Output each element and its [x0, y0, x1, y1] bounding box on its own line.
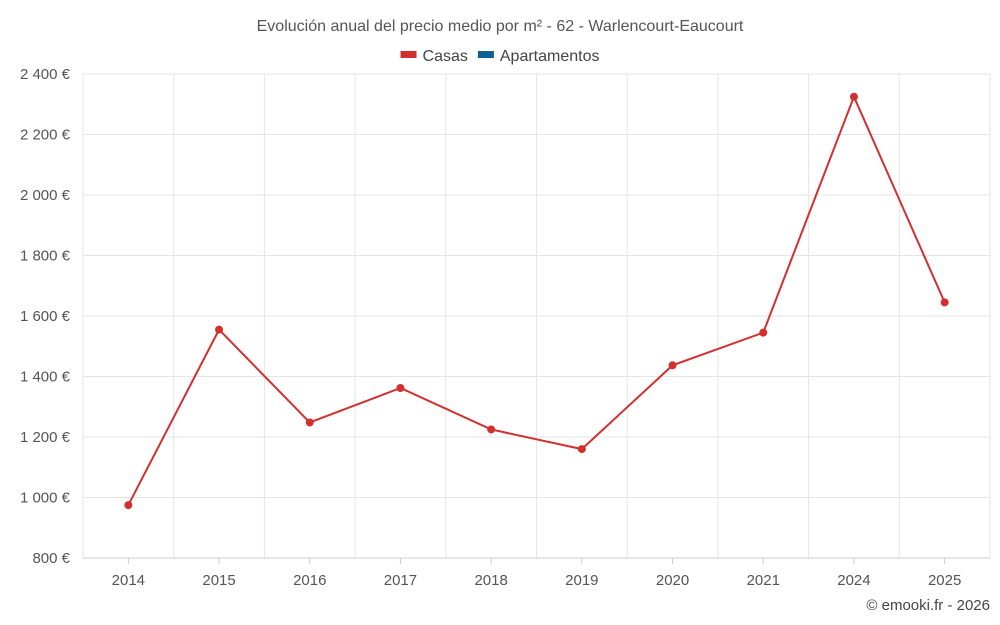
series-layer — [124, 92, 949, 510]
legend-item[interactable]: Casas — [400, 48, 468, 65]
x-axis: 2014 2015 2016 2017 2018 2019 2020 2021 2024 2025 — [112, 558, 961, 589]
data-point[interactable] — [487, 425, 496, 434]
y-tick-label: 1 800 € — [20, 248, 71, 265]
legend-swatch — [477, 51, 494, 58]
x-tick-label: 2020 — [656, 572, 689, 589]
y-tick-label: 1 400 € — [20, 369, 71, 386]
x-tick-label: 2015 — [202, 572, 235, 589]
y-tick-label: 2 200 € — [20, 127, 71, 144]
data-point[interactable] — [124, 501, 133, 510]
x-tick-label: 2018 — [474, 572, 507, 589]
chart-title: Evolución anual del precio medio por m² … — [257, 18, 744, 35]
y-tick-label: 800 € — [32, 550, 70, 567]
legend-item[interactable]: Apartamentos — [477, 48, 600, 65]
legend: Casas Apartamentos — [400, 48, 600, 65]
x-tick-label: 2019 — [565, 572, 598, 589]
y-axis: 800 € 1 000 € 1 200 € 1 400 € 1 600 € 1 800 €… — [20, 66, 71, 567]
data-point[interactable] — [577, 445, 586, 454]
y-tick-label: 1 200 € — [20, 429, 71, 446]
x-tick-label: 2017 — [384, 572, 417, 589]
legend-swatch — [400, 51, 417, 58]
series-line-casas — [127, 94, 946, 506]
x-tick-label: 2024 — [837, 572, 870, 589]
y-tick-label: 2 000 € — [20, 187, 71, 204]
credit-text: © emooki.fr - 2026 — [866, 597, 990, 614]
data-point[interactable] — [759, 328, 768, 337]
y-tick-label: 2 400 € — [20, 66, 71, 83]
y-tick-label: 1 600 € — [20, 308, 71, 325]
legend-label: Casas — [423, 48, 468, 65]
legend-label: Apartamentos — [500, 48, 600, 65]
grid — [82, 73, 991, 559]
x-tick-label: 2021 — [747, 572, 780, 589]
data-point[interactable] — [668, 361, 677, 370]
x-tick-label: 2014 — [112, 572, 145, 589]
y-tick-label: 1 000 € — [20, 490, 71, 507]
data-point[interactable] — [305, 418, 314, 427]
data-point[interactable] — [849, 92, 858, 101]
x-tick-label: 2016 — [293, 572, 326, 589]
data-point[interactable] — [215, 325, 224, 334]
data-point[interactable] — [940, 298, 949, 307]
data-point[interactable] — [396, 383, 405, 392]
x-tick-label: 2025 — [928, 572, 961, 589]
